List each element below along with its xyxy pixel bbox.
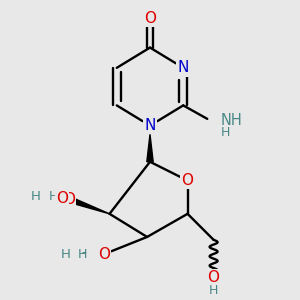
Text: O: O xyxy=(144,11,156,26)
Text: NH: NH xyxy=(221,113,243,128)
Text: N: N xyxy=(144,118,156,133)
Text: H: H xyxy=(221,125,230,139)
Polygon shape xyxy=(68,196,110,214)
Text: H: H xyxy=(30,190,40,203)
Text: N: N xyxy=(178,60,189,75)
Text: H: H xyxy=(49,190,58,203)
Text: H: H xyxy=(61,248,70,261)
Text: H: H xyxy=(209,284,218,297)
Text: O: O xyxy=(182,173,194,188)
Text: O: O xyxy=(63,192,75,207)
Text: H: H xyxy=(77,248,87,261)
Text: O: O xyxy=(98,247,110,262)
Text: -: - xyxy=(81,247,86,261)
Text: O: O xyxy=(208,270,220,285)
Polygon shape xyxy=(147,134,153,162)
Text: O: O xyxy=(56,191,68,206)
